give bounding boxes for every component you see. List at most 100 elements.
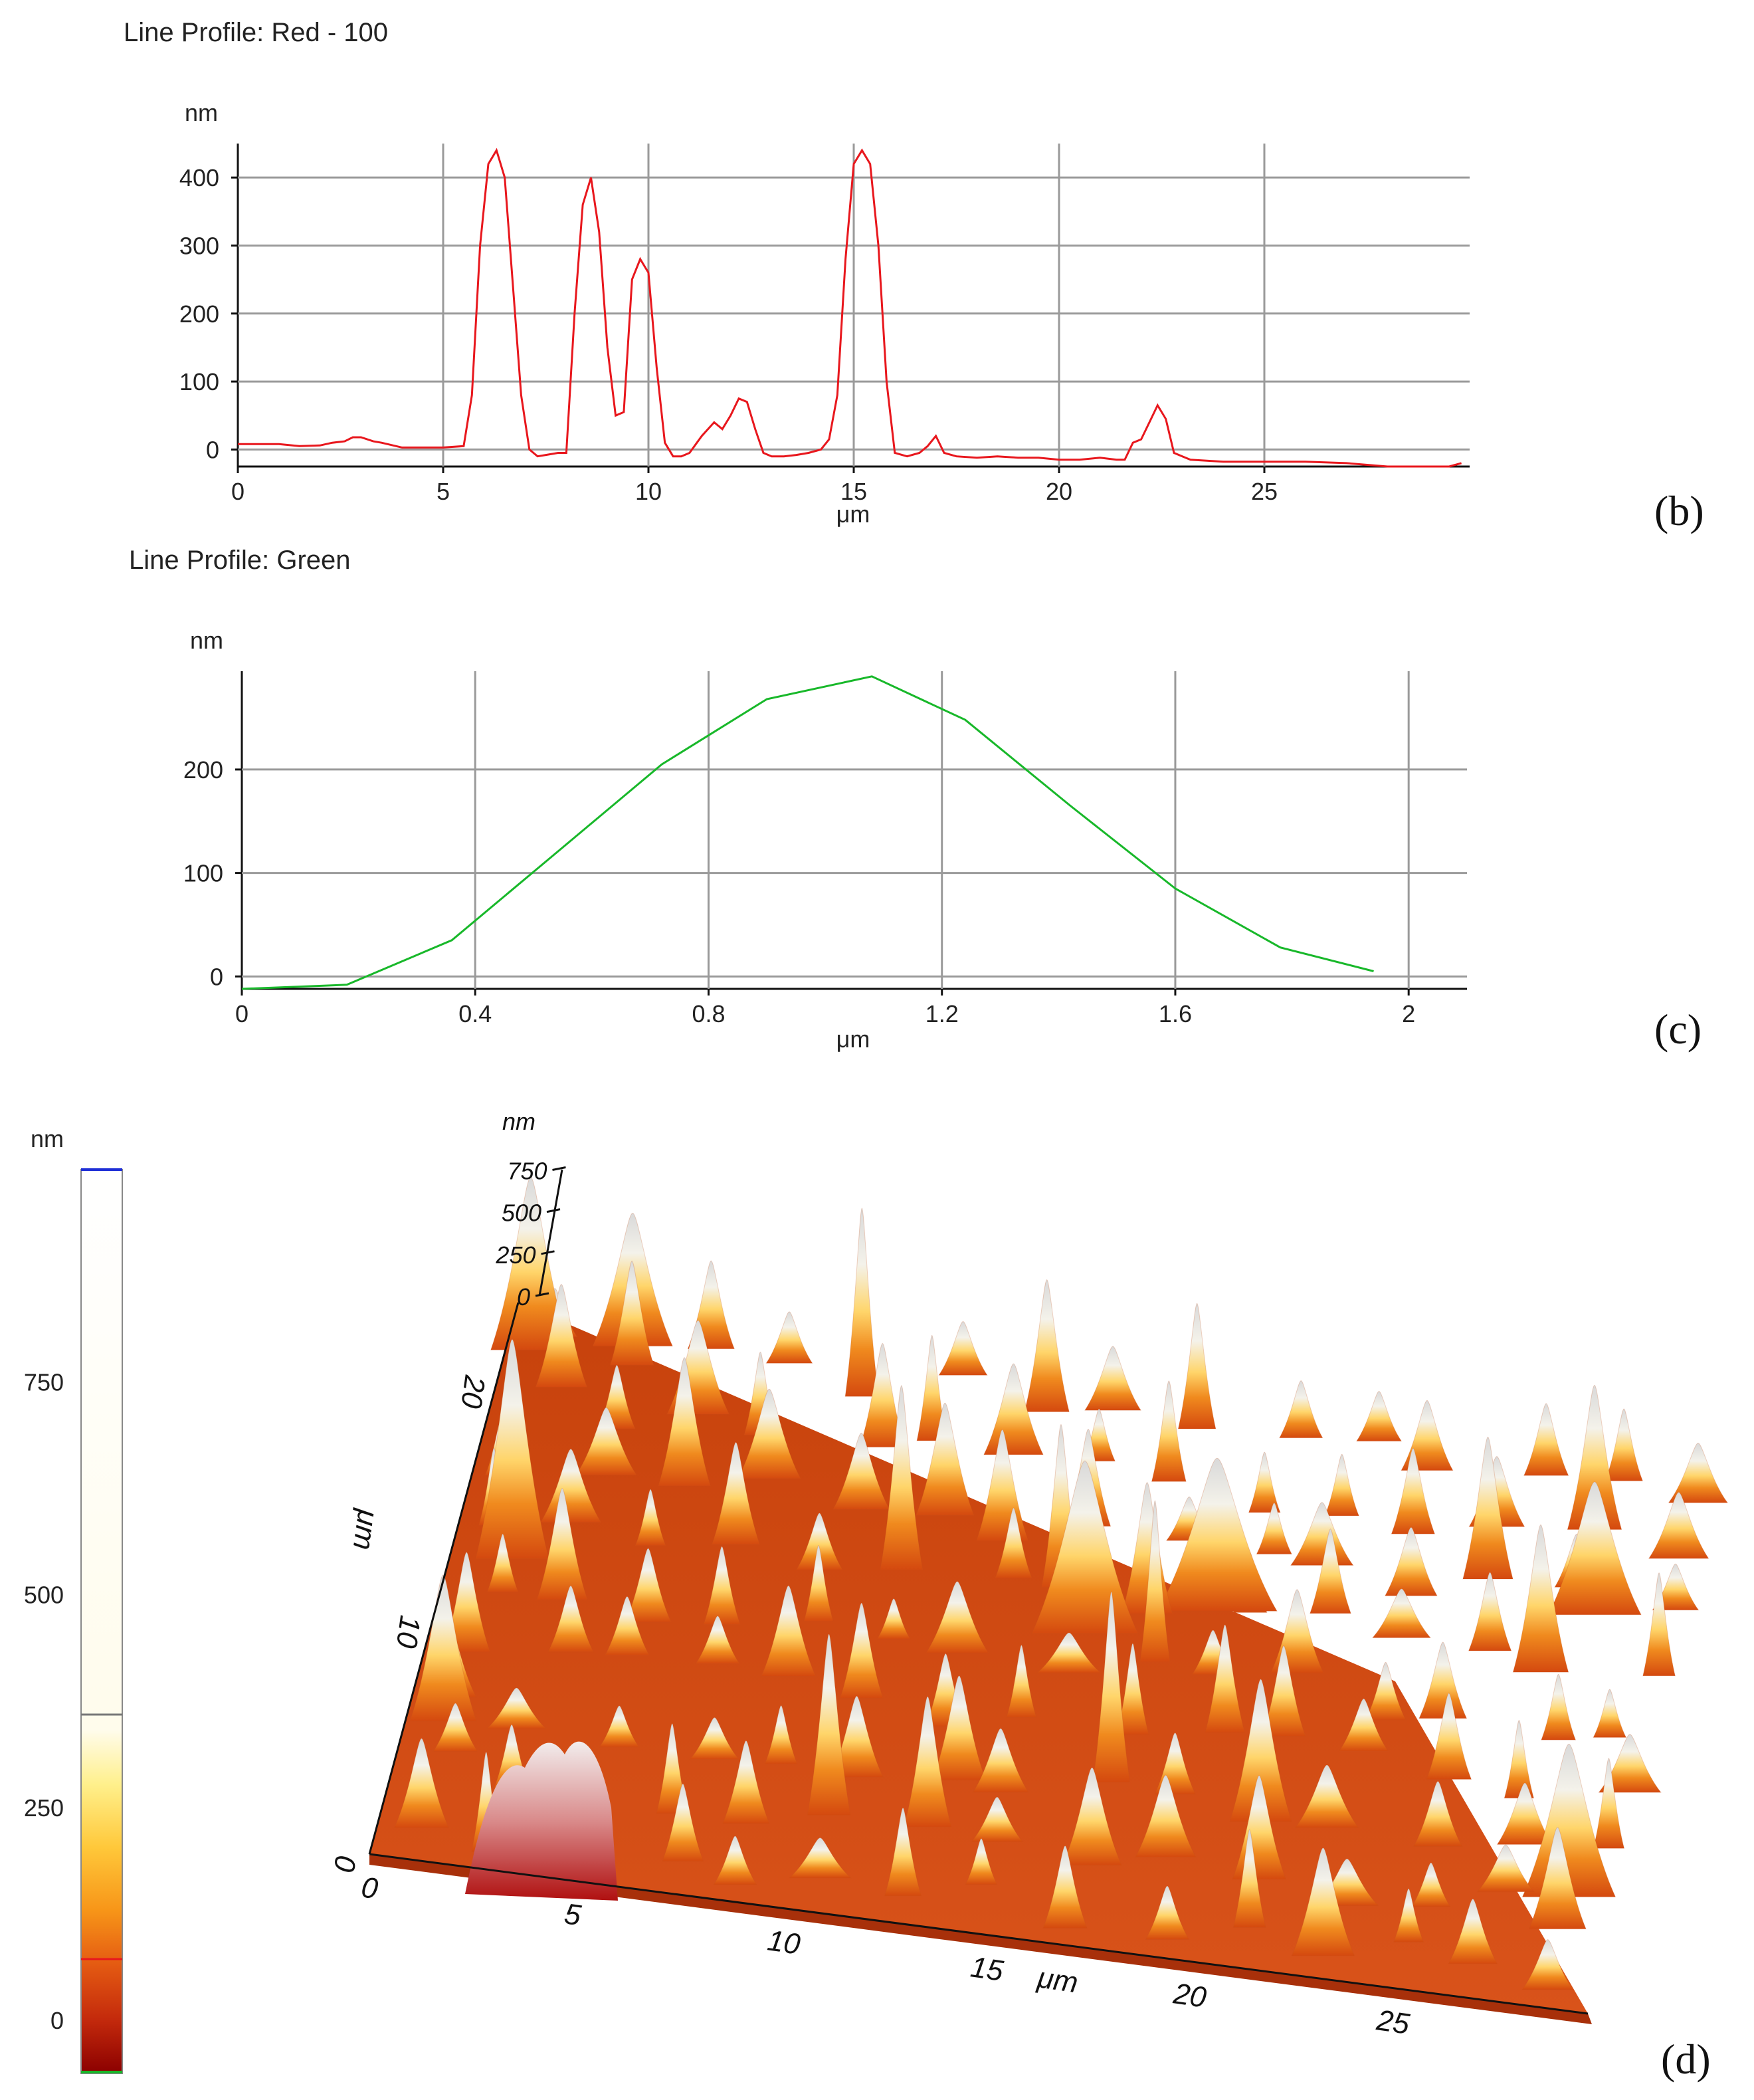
surface-z-tick-mark xyxy=(535,1292,549,1297)
colorbar-tick-label: 0 xyxy=(50,2007,64,2034)
surface-peak xyxy=(1523,1403,1569,1476)
surface-z-tick-label: 250 xyxy=(495,1241,536,1269)
surface-peak xyxy=(1157,1457,1278,1612)
surface-peak xyxy=(1496,1782,1553,1845)
surface-peak xyxy=(393,1738,450,1828)
surface-peak xyxy=(807,1633,851,1816)
surface-peak xyxy=(765,1311,813,1364)
surface-peak xyxy=(486,1687,547,1729)
surface-peak xyxy=(1605,1408,1644,1481)
surface-peak xyxy=(1261,1645,1306,1737)
x-tick-label: 20 xyxy=(1046,478,1072,505)
surface-peak xyxy=(788,1837,852,1879)
surface-peak xyxy=(658,1357,711,1487)
surface-peak xyxy=(433,1703,478,1752)
x-tick-label: 2 xyxy=(1402,1000,1415,1027)
colorbar-tick-label: 500 xyxy=(24,1582,64,1609)
surface-x-tick-label: 10 xyxy=(765,1924,803,1960)
surface-peak xyxy=(1135,1774,1197,1858)
surface-peak xyxy=(1528,1827,1587,1930)
y-tick-label: 200 xyxy=(183,756,223,784)
chart-b-y-unit: nm xyxy=(185,99,218,126)
surface-peak xyxy=(689,1717,740,1760)
surface-peak xyxy=(1062,1767,1123,1866)
surface-peak xyxy=(1504,1720,1535,1799)
surface-peak xyxy=(938,1320,988,1376)
surface-peak xyxy=(1413,1780,1463,1847)
surface-peak xyxy=(1541,1673,1577,1740)
surface-peak xyxy=(1648,1492,1709,1559)
surface-peak xyxy=(1426,1693,1472,1780)
x-tick-label: 15 xyxy=(840,478,867,505)
surface-peak xyxy=(475,1338,549,1559)
surface-peak xyxy=(1418,1641,1468,1719)
colorbar-tick-label: 250 xyxy=(24,1794,64,1822)
surface-peak xyxy=(1006,1645,1037,1718)
surface-peak xyxy=(1521,1939,1575,1990)
surface-peak xyxy=(409,1574,477,1722)
surface-peak xyxy=(1512,1524,1569,1673)
surface-z-label: nm xyxy=(502,1108,536,1135)
x-tick-label: 1.2 xyxy=(926,1000,959,1027)
surface-peak xyxy=(575,1407,638,1475)
surface-peak xyxy=(859,1343,906,1447)
surface-z-tick-label: 750 xyxy=(507,1157,547,1184)
surface-x-tick-label: 5 xyxy=(562,1897,583,1932)
surface-peaks xyxy=(393,1176,1729,1990)
surface-peak xyxy=(1290,1502,1354,1566)
surface-peak xyxy=(1024,1279,1070,1412)
surface-z-tick-mark xyxy=(546,1208,561,1213)
panel-label-d: (d) xyxy=(1661,2036,1711,2083)
surface-x-tick-label: 0 xyxy=(359,1871,381,1905)
chart-c-series-green xyxy=(241,675,1374,990)
chart-c-y-unit: nm xyxy=(190,627,223,654)
surface-peak xyxy=(995,1507,1032,1578)
surface-z-tick-mark xyxy=(541,1250,555,1255)
surface-x-label: μm xyxy=(1035,1961,1080,1999)
surface-z-axis xyxy=(538,1169,563,1297)
panel-label-b: (b) xyxy=(1654,487,1704,534)
surface-peak xyxy=(1294,1764,1359,1828)
surface-peak xyxy=(1092,1591,1131,1783)
surface-peak xyxy=(925,1581,989,1653)
surface-x-axis xyxy=(369,1853,1589,2015)
colorbar-ticks: 0 250 500 750 xyxy=(24,1368,64,2034)
surface-peak xyxy=(1401,1400,1454,1471)
surface-y-tick-label: 0 xyxy=(328,1853,362,1875)
x-tick-label: 5 xyxy=(437,478,450,505)
surface-peak xyxy=(1371,1588,1432,1638)
surface-peak xyxy=(1652,1563,1700,1611)
surface-peak xyxy=(1324,1453,1360,1517)
surface-peak xyxy=(832,1432,890,1510)
surface-axes xyxy=(368,1169,1589,2015)
surface-peak xyxy=(761,1585,817,1677)
surface-peak xyxy=(1468,1572,1512,1651)
chart-c-y-ticks: 0 100 200 xyxy=(183,756,223,990)
surface-peak xyxy=(1229,1679,1292,1822)
surface-peak xyxy=(1177,1303,1217,1429)
surface-y-axis xyxy=(368,1302,520,1855)
y-tick-label: 100 xyxy=(179,368,219,395)
surface-peak xyxy=(1567,1384,1622,1530)
surface-red-feature xyxy=(465,1741,618,1901)
surface-peak xyxy=(490,1176,571,1350)
surface-peak xyxy=(916,1402,975,1516)
green-line-profile-chart: Line Profile: Green nm 0 100 200 0 0.4 0.8 1.… xyxy=(129,546,1702,1053)
surface-peak xyxy=(1391,1447,1436,1534)
surface-y-ticks: 0 10 20 xyxy=(328,1373,492,1874)
surface-peak xyxy=(1365,1661,1407,1721)
surface-peak xyxy=(844,1208,880,1397)
red-line-profile-chart: Line Profile: Red - 100 nm 0100200300400… xyxy=(124,18,1704,534)
surface-peak xyxy=(829,1695,884,1778)
surface-3d-panel: nm 0 250 500 750 0 5 10 15 20 25 0 10 20 0 250 500 75… xyxy=(24,1108,1729,2083)
surface-peak xyxy=(536,1488,588,1600)
x-tick-label: 0.4 xyxy=(458,1000,492,1027)
surface-peak xyxy=(1031,1460,1139,1634)
surface-peak xyxy=(1205,1624,1246,1733)
x-tick-label: 1.6 xyxy=(1159,1000,1192,1027)
surface-peak xyxy=(876,1598,911,1639)
surface-peak xyxy=(931,1675,987,1781)
colorbar-tick-label: 750 xyxy=(24,1368,64,1396)
surface-peak xyxy=(1256,1503,1292,1554)
surface-peak xyxy=(884,1808,922,1897)
